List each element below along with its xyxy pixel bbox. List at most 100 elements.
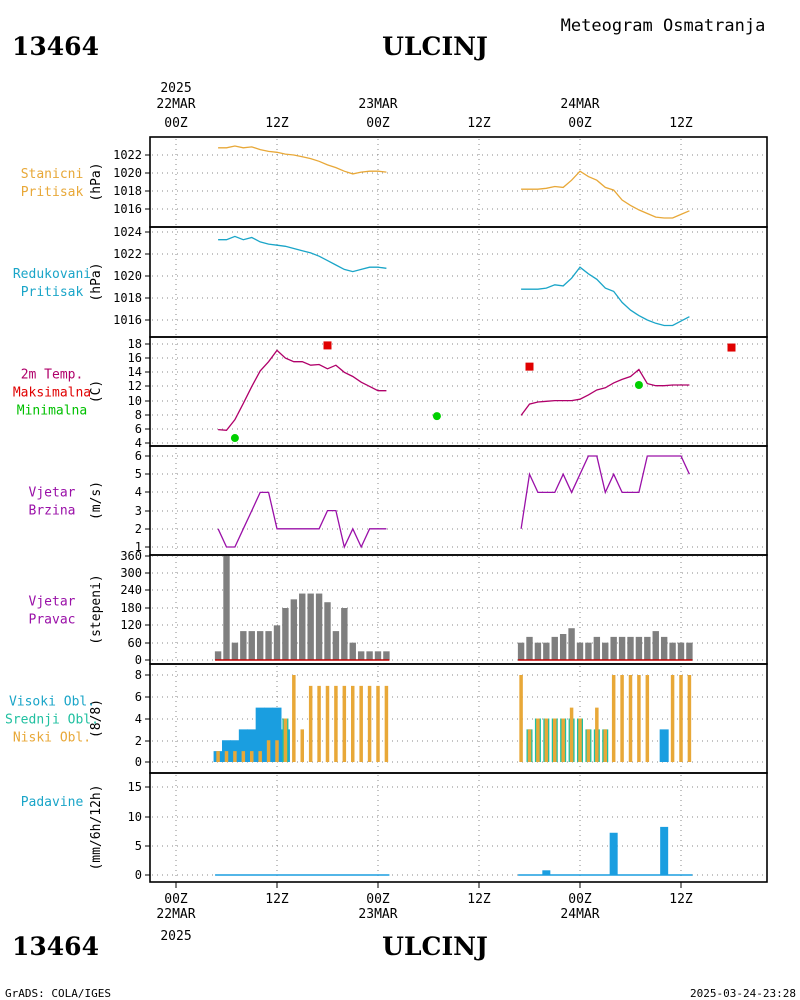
y-tick-label: 12 [128, 379, 142, 393]
wind-dir-bar [559, 634, 567, 660]
wind-dir-bar [273, 625, 281, 660]
top-date-label: 23MAR [358, 97, 397, 112]
panel-label: 2m Temp. [21, 368, 84, 383]
tmax-marker [727, 343, 736, 352]
cloud-bar-low [679, 675, 683, 762]
cloud-bar-low [384, 685, 389, 762]
wind-dir-bar [551, 636, 558, 660]
panel-label: Visoki Obl. [9, 695, 95, 710]
wind-speed-line [217, 491, 387, 549]
wind-dir-bar [341, 608, 348, 660]
y-tick-label: 15 [128, 780, 142, 794]
year-top: 2025 [160, 81, 191, 96]
y-axis-unit: (mm/6h/12h) [89, 784, 104, 870]
panel-label: Minimalna [17, 404, 87, 419]
wind-dir-bar [231, 642, 239, 660]
cloud-bar-low [300, 729, 304, 762]
wind-dir-bar [526, 636, 533, 660]
top-date-label: 24MAR [560, 97, 599, 112]
top-hour-label: 12Z [265, 116, 289, 131]
panel-frame-station_pressure [149, 136, 768, 228]
y-tick-label: 5 [135, 467, 142, 481]
cloud-bar-low [250, 751, 254, 762]
temperature-line [520, 368, 690, 416]
wind-dir-bar [374, 651, 382, 660]
y-tick-label: 8 [135, 668, 142, 682]
wind-dir-bar [669, 642, 676, 660]
product-title: Meteogram Osmatranja [561, 16, 766, 36]
wind-dir-bar [214, 651, 222, 660]
wind-dir-bar [315, 593, 323, 660]
wind-dir-bar [652, 631, 659, 660]
reduced-pressure-line [218, 235, 387, 273]
panel-label: Redukovani [13, 267, 91, 282]
wind-dir-bar [568, 628, 575, 660]
cloud-bar-low [283, 718, 288, 762]
y-tick-label: 3 [135, 504, 142, 518]
tmin-marker [432, 412, 441, 421]
wind-dir-bar [324, 602, 331, 660]
cloud-bar-low [342, 685, 347, 762]
y-tick-label: 1020 [113, 166, 142, 180]
y-tick-label: 1020 [113, 269, 142, 283]
top-hour-label: 12Z [669, 116, 693, 131]
station-id-bottom: 13464 [12, 932, 99, 961]
y-axis-unit: (hPa) [89, 162, 104, 201]
panel-label: Padavine [21, 795, 84, 810]
bottom-date-label: 22MAR [156, 907, 195, 922]
precip-bar [660, 826, 669, 875]
wind-dir-bar [349, 642, 356, 660]
cloud-bar-high [238, 729, 248, 762]
panel-label: Vjetar [29, 595, 76, 610]
wind-dir-bar [366, 651, 373, 660]
wind-dir-bar [610, 636, 617, 660]
panel-label: Niski Obl. [13, 731, 91, 746]
tmax-marker [525, 362, 534, 371]
tmax-marker [323, 341, 332, 350]
cloud-bar-low [628, 675, 633, 762]
cloud-bar-low [317, 685, 321, 762]
cloud-bar-low [569, 707, 574, 762]
temperature-line [218, 349, 387, 431]
y-tick-label: 360 [120, 549, 142, 563]
panels-layer: 1016101810201022(hPa)StanicniPritisak101… [5, 136, 768, 883]
footer-timestamp: 2025-03-24-23:28 [690, 987, 796, 1000]
y-tick-label: 2 [135, 522, 142, 536]
cloud-bar-low [603, 729, 607, 762]
y-tick-label: 16 [128, 351, 142, 365]
panel-label: Pritisak [21, 285, 84, 300]
bottom-date-label: 24MAR [560, 907, 599, 922]
wind-dir-bar [593, 636, 601, 660]
cloud-bar-low [536, 718, 540, 762]
y-tick-label: 2 [135, 734, 142, 748]
bottom-hour-label: 00Z [164, 892, 188, 907]
cloud-bar-low [258, 751, 262, 762]
panel-frame-temperature [149, 336, 768, 447]
y-tick-label: 6 [135, 690, 142, 704]
cloud-bar-low [275, 740, 279, 762]
top-hour-label: 00Z [366, 116, 390, 131]
wind-dir-bar [543, 642, 550, 660]
cloud-bar-low [670, 675, 675, 762]
cloud-bar-low [637, 675, 641, 762]
panel-label: Srednji Obl. [5, 713, 99, 728]
y-tick-label: 4 [135, 436, 142, 450]
cloud-bar-low [586, 729, 591, 762]
wind-speed-line [520, 455, 690, 529]
cloud-bar-low [266, 740, 271, 762]
cloud-bar-low [553, 718, 557, 762]
cloud-bar-low [544, 718, 549, 762]
bottom-hour-label: 00Z [366, 892, 390, 907]
cloud-bar-low [292, 675, 296, 762]
y-axis-unit: (8/8) [89, 699, 104, 738]
wind-dir-bar [282, 608, 289, 660]
cloud-bar-low [519, 675, 523, 762]
wind-dir-bar [265, 631, 272, 660]
tmin-marker [230, 434, 239, 443]
y-axis-unit: (stepeni) [89, 574, 104, 644]
cloud-bar-low [351, 685, 355, 762]
wind-dir-bar [290, 599, 298, 660]
cloud-bar-low [359, 685, 363, 762]
y-tick-label: 300 [120, 566, 142, 580]
panel-label: Stanicni [21, 167, 84, 182]
